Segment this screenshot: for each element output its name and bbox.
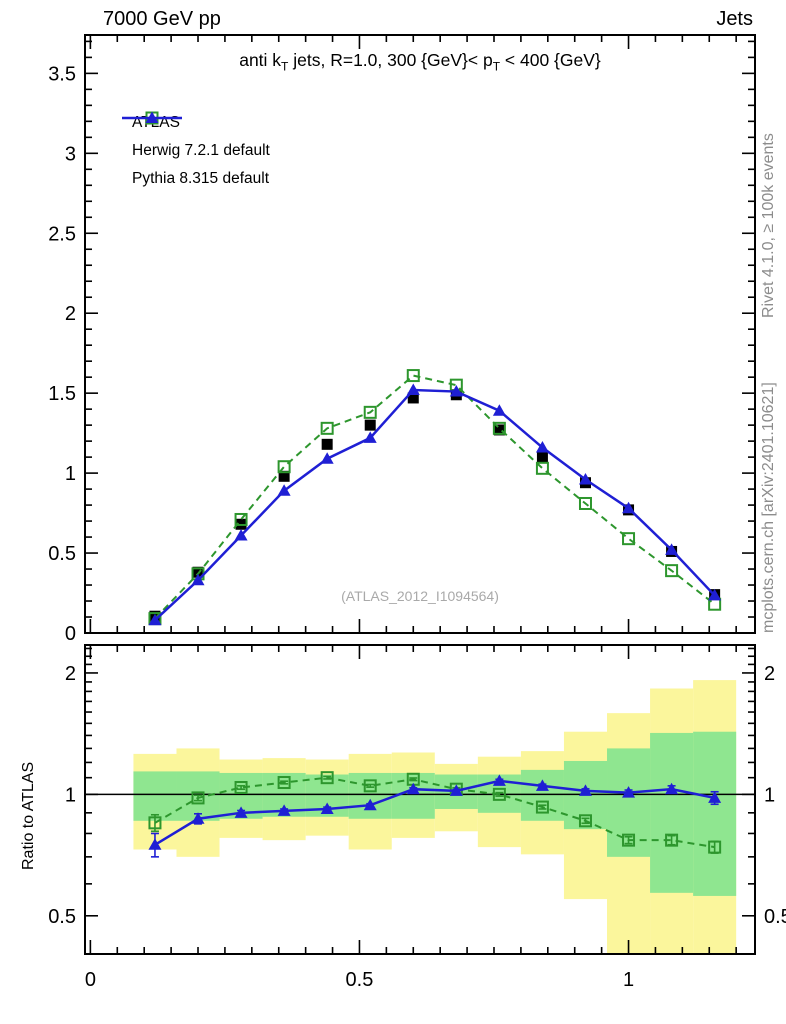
ratio-ytick-label-right: 1 [764, 784, 775, 806]
xtick-label: 0 [85, 969, 96, 991]
ratio-panel-frame [84, 644, 756, 955]
series-atlas [149, 389, 721, 622]
ratio-ytick-label-right: 0.5 [764, 906, 786, 928]
legend-label-herwig: Herwig 7.2.1 default [132, 142, 270, 159]
uncertainty-band-inner [650, 732, 694, 893]
legend-label-pythia: Pythia 8.315 default [132, 170, 270, 187]
series-pythia [148, 383, 722, 626]
beam-label: 7000 GeV pp [103, 8, 221, 30]
plot-title: anti kT jets, R=1.0, 300 {GeV}< pT < 400… [239, 50, 601, 74]
main-ytick-label: 1.5 [48, 383, 76, 405]
ratio-ytick-label-left: 1 [65, 784, 76, 806]
analysis-group-label: Jets [716, 8, 753, 30]
uncertainty-band-inner [133, 771, 177, 821]
main-ytick-label: 2 [65, 303, 76, 325]
main-ytick-label: 2.5 [48, 223, 76, 245]
main-ytick-label: 0 [65, 623, 76, 645]
legend-item-herwig: Herwig 7.2.1 default [120, 111, 270, 165]
series-herwig [148, 369, 722, 626]
main-ytick-label: 3 [65, 143, 76, 165]
ratio-axis-label: Ratio to ATLAS [20, 761, 37, 870]
legend-item-pythia: Pythia 8.315 default [120, 111, 270, 193]
uncertainty-band-inner [693, 731, 737, 896]
main-panel-frame [84, 34, 756, 634]
mcplots-arxiv-label: mcplots.cern.ch [arXiv:2401.10621] [760, 382, 777, 633]
main-ytick-label: 1 [65, 463, 76, 485]
ratio-series-pythia [148, 774, 722, 858]
ratio-ytick-label-left: 2 [65, 663, 76, 685]
axis-ticks [86, 36, 754, 953]
main-ytick-label: 3.5 [48, 63, 76, 85]
ratio-ytick-label-right: 2 [764, 663, 775, 685]
xtick-label: 1 [623, 969, 634, 991]
ratio-ytick-label-left: 0.5 [48, 906, 76, 928]
xtick-label: 0.5 [346, 969, 374, 991]
main-ytick-label: 0.5 [48, 543, 76, 565]
legend: ATLAS Herwig 7.2.1 default Pythia 8.315 … [120, 109, 270, 193]
rivet-version-label: Rivet 4.1.0, ≥ 100k events [760, 133, 777, 318]
analysis-id-watermark: (ATLAS_2012_I1094564) [341, 588, 499, 604]
pythia-marker-icon [122, 111, 182, 123]
ratio-series-herwig [148, 771, 722, 854]
